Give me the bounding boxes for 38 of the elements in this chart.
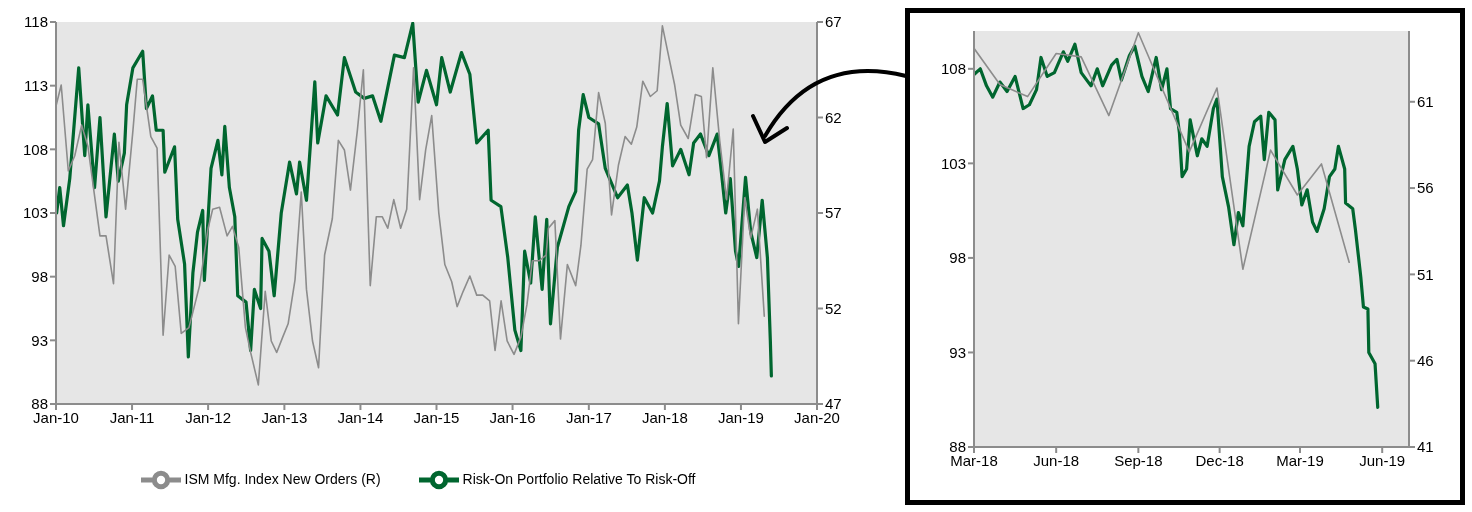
legend-label: Risk-On Portfolio Relative To Risk-Off	[462, 470, 696, 487]
line-series	[974, 42, 1380, 409]
line-series	[974, 31, 1350, 271]
y2-tick-label: 62	[825, 108, 842, 126]
y2-tick-label: 46	[1417, 352, 1434, 370]
y-tick-label: 108	[22, 140, 48, 158]
y-tick-label: 113	[24, 76, 48, 94]
y-tick-label: 93	[31, 331, 48, 349]
y2-tick-label: 57	[825, 204, 842, 222]
y2-tick-label: 52	[825, 299, 842, 317]
x-tick-label: Jun-18	[1033, 451, 1080, 469]
y2-tick-label: 61	[1417, 93, 1434, 111]
x-tick-label: Sep-18	[1114, 451, 1163, 469]
legend-label: ISM Mfg. Index New Orders (R)	[184, 470, 381, 487]
x-tick-label: Jun-19	[1359, 451, 1406, 469]
x-tick-label: Jan-15	[413, 408, 460, 426]
x-tick-label: Jan-16	[489, 408, 536, 426]
y2-tick-label: 56	[1417, 179, 1434, 197]
x-tick-label: Jan-14	[337, 408, 384, 426]
y2-tick-label: 41	[1417, 438, 1434, 456]
x-tick-label: Mar-19	[1276, 451, 1324, 469]
y-tick-label: 118	[24, 13, 48, 31]
y-tick-label: 98	[949, 249, 966, 267]
x-tick-label: Jan-17	[565, 408, 612, 426]
x-tick-label: Jan-11	[109, 408, 155, 426]
x-tick-label: Jan-12	[185, 408, 232, 426]
y2-tick-label: 51	[1417, 265, 1434, 283]
panel-frame: Mar-18 Jun-18 Sep-18 Dec-18 Mar-19 Jun-19 88 93 98 103 108 41 46 51 56 61	[905, 8, 1465, 505]
x-tick-label: Jan-18	[641, 408, 688, 426]
y-tick-label: 108	[940, 60, 966, 78]
x-tick-label: Jan-13	[261, 408, 308, 426]
x-tick-label: Dec-18	[1195, 451, 1244, 469]
y-tick-label: 103	[940, 154, 966, 172]
y-tick-label: 98	[31, 267, 48, 285]
y-tick-label: 103	[22, 204, 48, 222]
y2-tick-label: 67	[825, 13, 842, 31]
y-tick-label: 93	[949, 343, 966, 361]
x-tick-label: Jan-19	[718, 408, 764, 426]
